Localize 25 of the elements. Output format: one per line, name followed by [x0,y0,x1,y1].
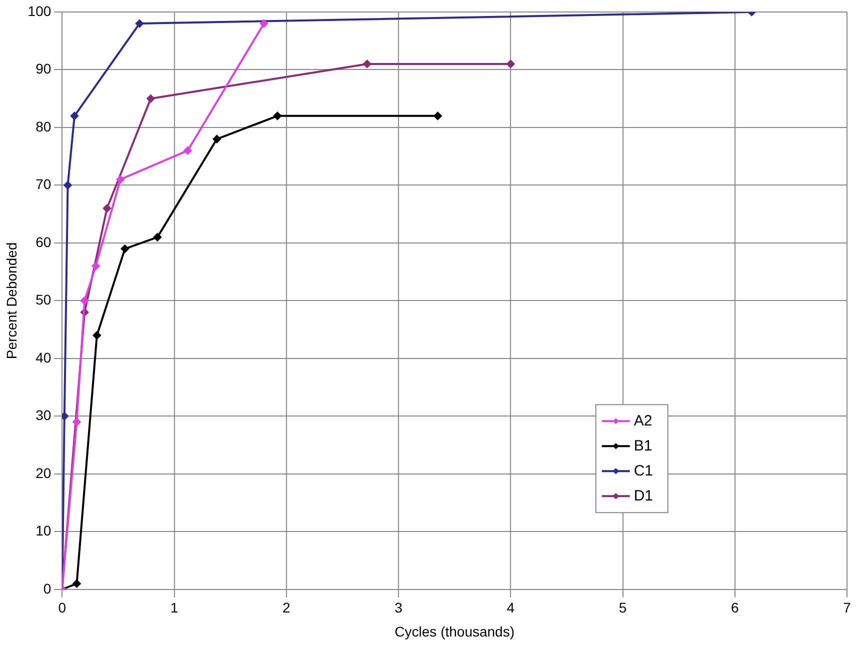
y-tick-label: 60 [36,234,52,250]
y-tick-label: 90 [36,60,52,77]
y-tick-label: 0 [43,580,52,596]
x-axis-title: Cycles (thousands) [394,623,514,640]
y-tick-label: 50 [36,292,52,308]
y-tick-label: 20 [36,464,52,481]
x-tick-label: 5 [618,600,627,616]
x-tick-label: 6 [730,600,739,616]
legend-label: D1 [634,487,654,504]
y-tick-label: 10 [36,522,52,539]
x-tick-label: 0 [58,600,66,616]
y-tick-label: 100 [28,2,52,19]
x-tick-label: 3 [394,600,403,616]
y-tick-label: 40 [36,349,52,366]
y-tick-label: 70 [36,176,52,192]
y-axis-title: Percent Debonded [3,242,20,360]
legend-label: A2 [634,412,652,430]
y-tick-label: 30 [36,407,52,424]
x-tick-label: 2 [282,600,290,616]
y-tick-label: 80 [36,118,52,134]
x-tick-label: 7 [843,600,852,616]
x-tick-label: 4 [506,600,515,616]
legend-label: C1 [634,462,654,480]
legend-label: B1 [634,437,652,454]
x-tick-label: 1 [170,600,178,616]
